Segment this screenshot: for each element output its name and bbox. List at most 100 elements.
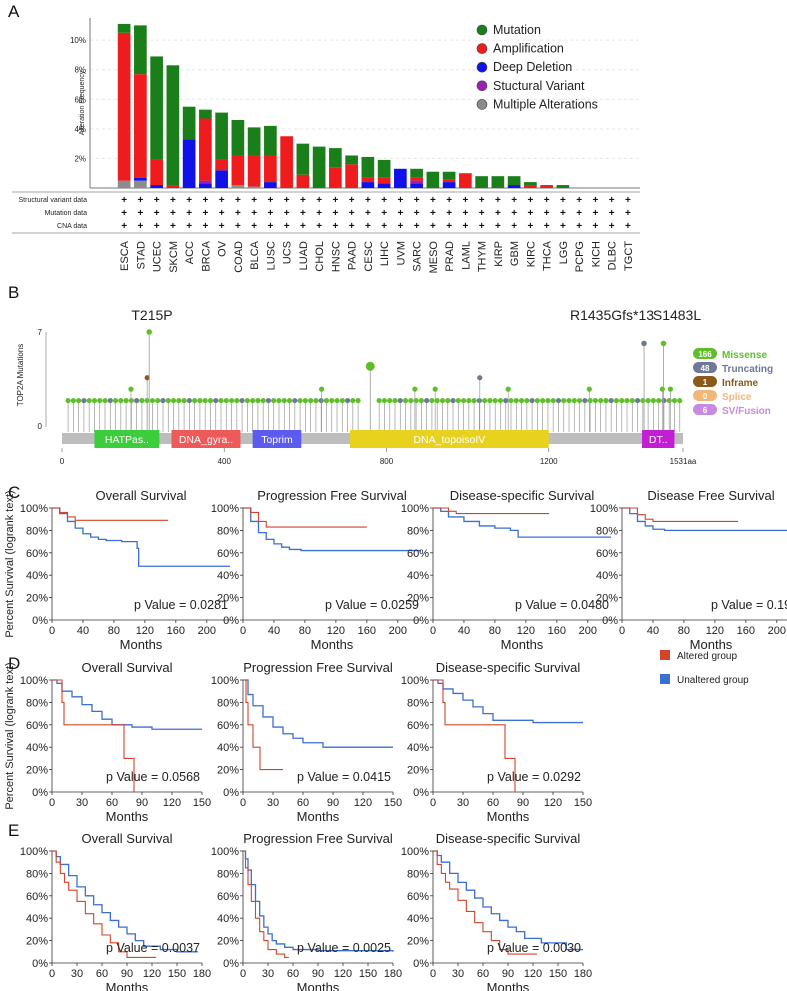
x-tick-label: SKCM [168,241,180,273]
x-axis-label: Months [690,637,733,652]
protein-domain [642,430,675,448]
bar-mutation [117,23,131,33]
lollipop-head [123,397,129,404]
data-availability-mark: + [414,195,420,206]
bar-stuctural-variant [410,180,423,184]
lollipop-head [160,397,166,404]
legend-label: Mutation [493,23,541,37]
y-tick-label: 0% [223,615,239,627]
legend-marker [476,80,488,92]
bar-amplification [280,136,293,188]
p-value-label: p Value = 0.0292 [487,770,581,784]
altered-survival-curve [243,507,367,528]
y-tick-label: 10% [70,36,86,45]
x-tick-label: 30 [457,797,469,809]
lollipop-head [392,397,398,404]
plot-title: Disease Free Survival [647,488,774,503]
y-tick-label: 40% [217,913,239,925]
x-tick-label: 30 [262,968,274,980]
lollipop-head [197,397,203,404]
x-tick-label: THCA [542,240,554,271]
x-tick-label: SARC [412,241,424,272]
data-availability-mark: + [511,195,517,206]
bar-mutation [442,171,456,180]
data-availability-mark: + [219,221,225,232]
data-availability-mark: + [609,208,615,219]
lollipop-head [91,397,98,404]
data-availability-mark: + [316,195,322,206]
x-tick-label: 150 [384,797,402,809]
x-tick-label: GBM [509,241,521,266]
p-value-label: p Value = 0.0037 [106,941,200,955]
bar-amplification [524,185,537,188]
x-tick-label: 0 [240,625,246,637]
lollipop-head [505,386,511,392]
x-axis-label: Months [501,637,544,652]
x-tick-label: 60 [477,968,489,980]
x-tick-label: 30 [452,968,464,980]
data-availability-mark: + [381,208,387,219]
data-availability-mark: + [251,221,257,232]
data-availability-mark: + [267,208,273,219]
x-tick-label: 40 [77,625,89,637]
x-tick-label: 120 [334,968,352,980]
plot-title: Overall Survival [95,488,186,503]
altered-survival-curve [52,507,169,521]
y-tick-label: 0% [223,787,239,799]
mutation-type-badge [693,348,717,359]
lollipop-head [276,397,282,404]
data-availability-mark: + [479,195,485,206]
y-tick-label: 40% [26,742,48,754]
bar-deep-deletion [150,185,163,188]
protein-domain [171,430,241,448]
y-tick-label: 20% [26,936,48,948]
y-tick-label: 100% [401,503,429,515]
hotspot-label: T215P [131,307,172,323]
lollipop-head [587,397,593,404]
table-row-label: CNA data [57,223,87,230]
data-availability-mark: + [592,221,598,232]
data-availability-mark: + [495,221,501,232]
y-tick-label: 20% [217,765,239,777]
lollipop-head [545,397,551,404]
lollipop-head [608,397,614,404]
bar-amplification [199,118,212,181]
data-availability-mark: + [332,221,338,232]
x-tick-label: 90 [517,797,529,809]
y-tick-label: 20% [596,593,618,605]
x-tick-label: 200 [198,625,216,637]
bar-mutation [215,112,228,160]
y-tick-label: 60% [217,548,239,560]
mutation-type-count: 0 [703,392,708,401]
legend-label: Altered group [677,651,737,662]
lollipop-head [350,397,356,404]
altered-survival-curve [622,507,739,522]
data-availability-mark: + [235,221,241,232]
x-tick-label: 60 [297,797,309,809]
mutation-type-count: 1 [703,378,708,387]
bar-mutation [329,148,342,168]
bar-mutation [524,182,537,186]
hotspot-label: S1483L [653,307,701,323]
data-availability-mark: + [430,221,436,232]
unaltered-survival-curve [243,507,421,552]
y-tick-label: 60% [217,891,239,903]
data-availability-mark: + [219,208,225,219]
domain-label: DNA_gyra.. [179,434,233,446]
data-availability-mark: + [446,208,452,219]
lollipop-head [344,397,351,404]
lollipop-head [412,386,418,392]
bar-mutation [556,185,570,188]
bar-deep-deletion [394,168,407,188]
x-tick-label: 120 [136,625,154,637]
bar-mutation [247,127,261,156]
altered-survival-curve [433,679,516,792]
panel-e-survival-plots: Overall Survival 0% 20% 40% 60% 80% 100% 0 30 60 9… [20,831,592,991]
y-tick-label: 0% [223,958,239,970]
y-tick-label: 20% [217,593,239,605]
mutation-type-label: SV/Fusion [722,406,771,417]
data-availability-mark: + [170,208,176,219]
bar-mutation [312,146,326,188]
y-tick-label: 0% [32,615,48,627]
y-tick-label: 80% [217,868,239,880]
